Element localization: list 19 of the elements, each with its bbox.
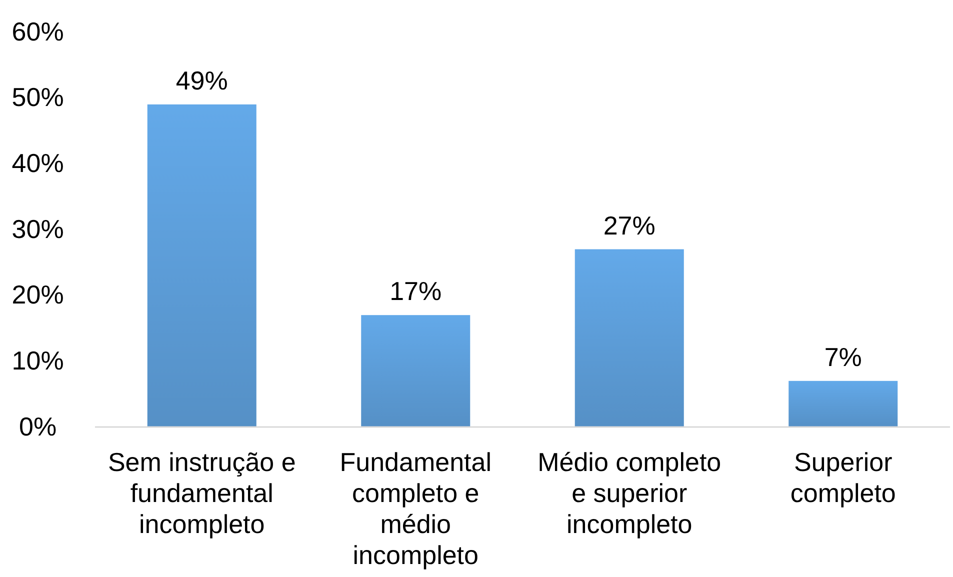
bar [788,380,898,427]
data-label: 27% [603,210,656,240]
y-tick-label: 60% [12,16,64,46]
x-tick-label: Médio completo e superior incompleto [538,447,722,539]
y-tick-label: 10% [12,345,64,376]
bar [574,249,684,427]
data-label: 7% [824,342,862,372]
data-label: 49% [176,65,228,96]
x-tick-label: Superior completo [790,447,896,508]
bar [361,315,470,427]
x-tick-label: Sem instrução e fundamental incompleto [108,447,296,539]
data-label: 17% [390,276,442,306]
y-tick-label: 30% [12,214,64,244]
bar [147,104,256,427]
x-tick-label: Fundamental completo e médio incompleto [340,447,492,570]
y-tick-label: 0% [19,411,57,442]
y-tick-label: 20% [12,280,64,310]
y-tick-label: 40% [12,148,64,178]
y-tick-label: 50% [12,82,64,112]
